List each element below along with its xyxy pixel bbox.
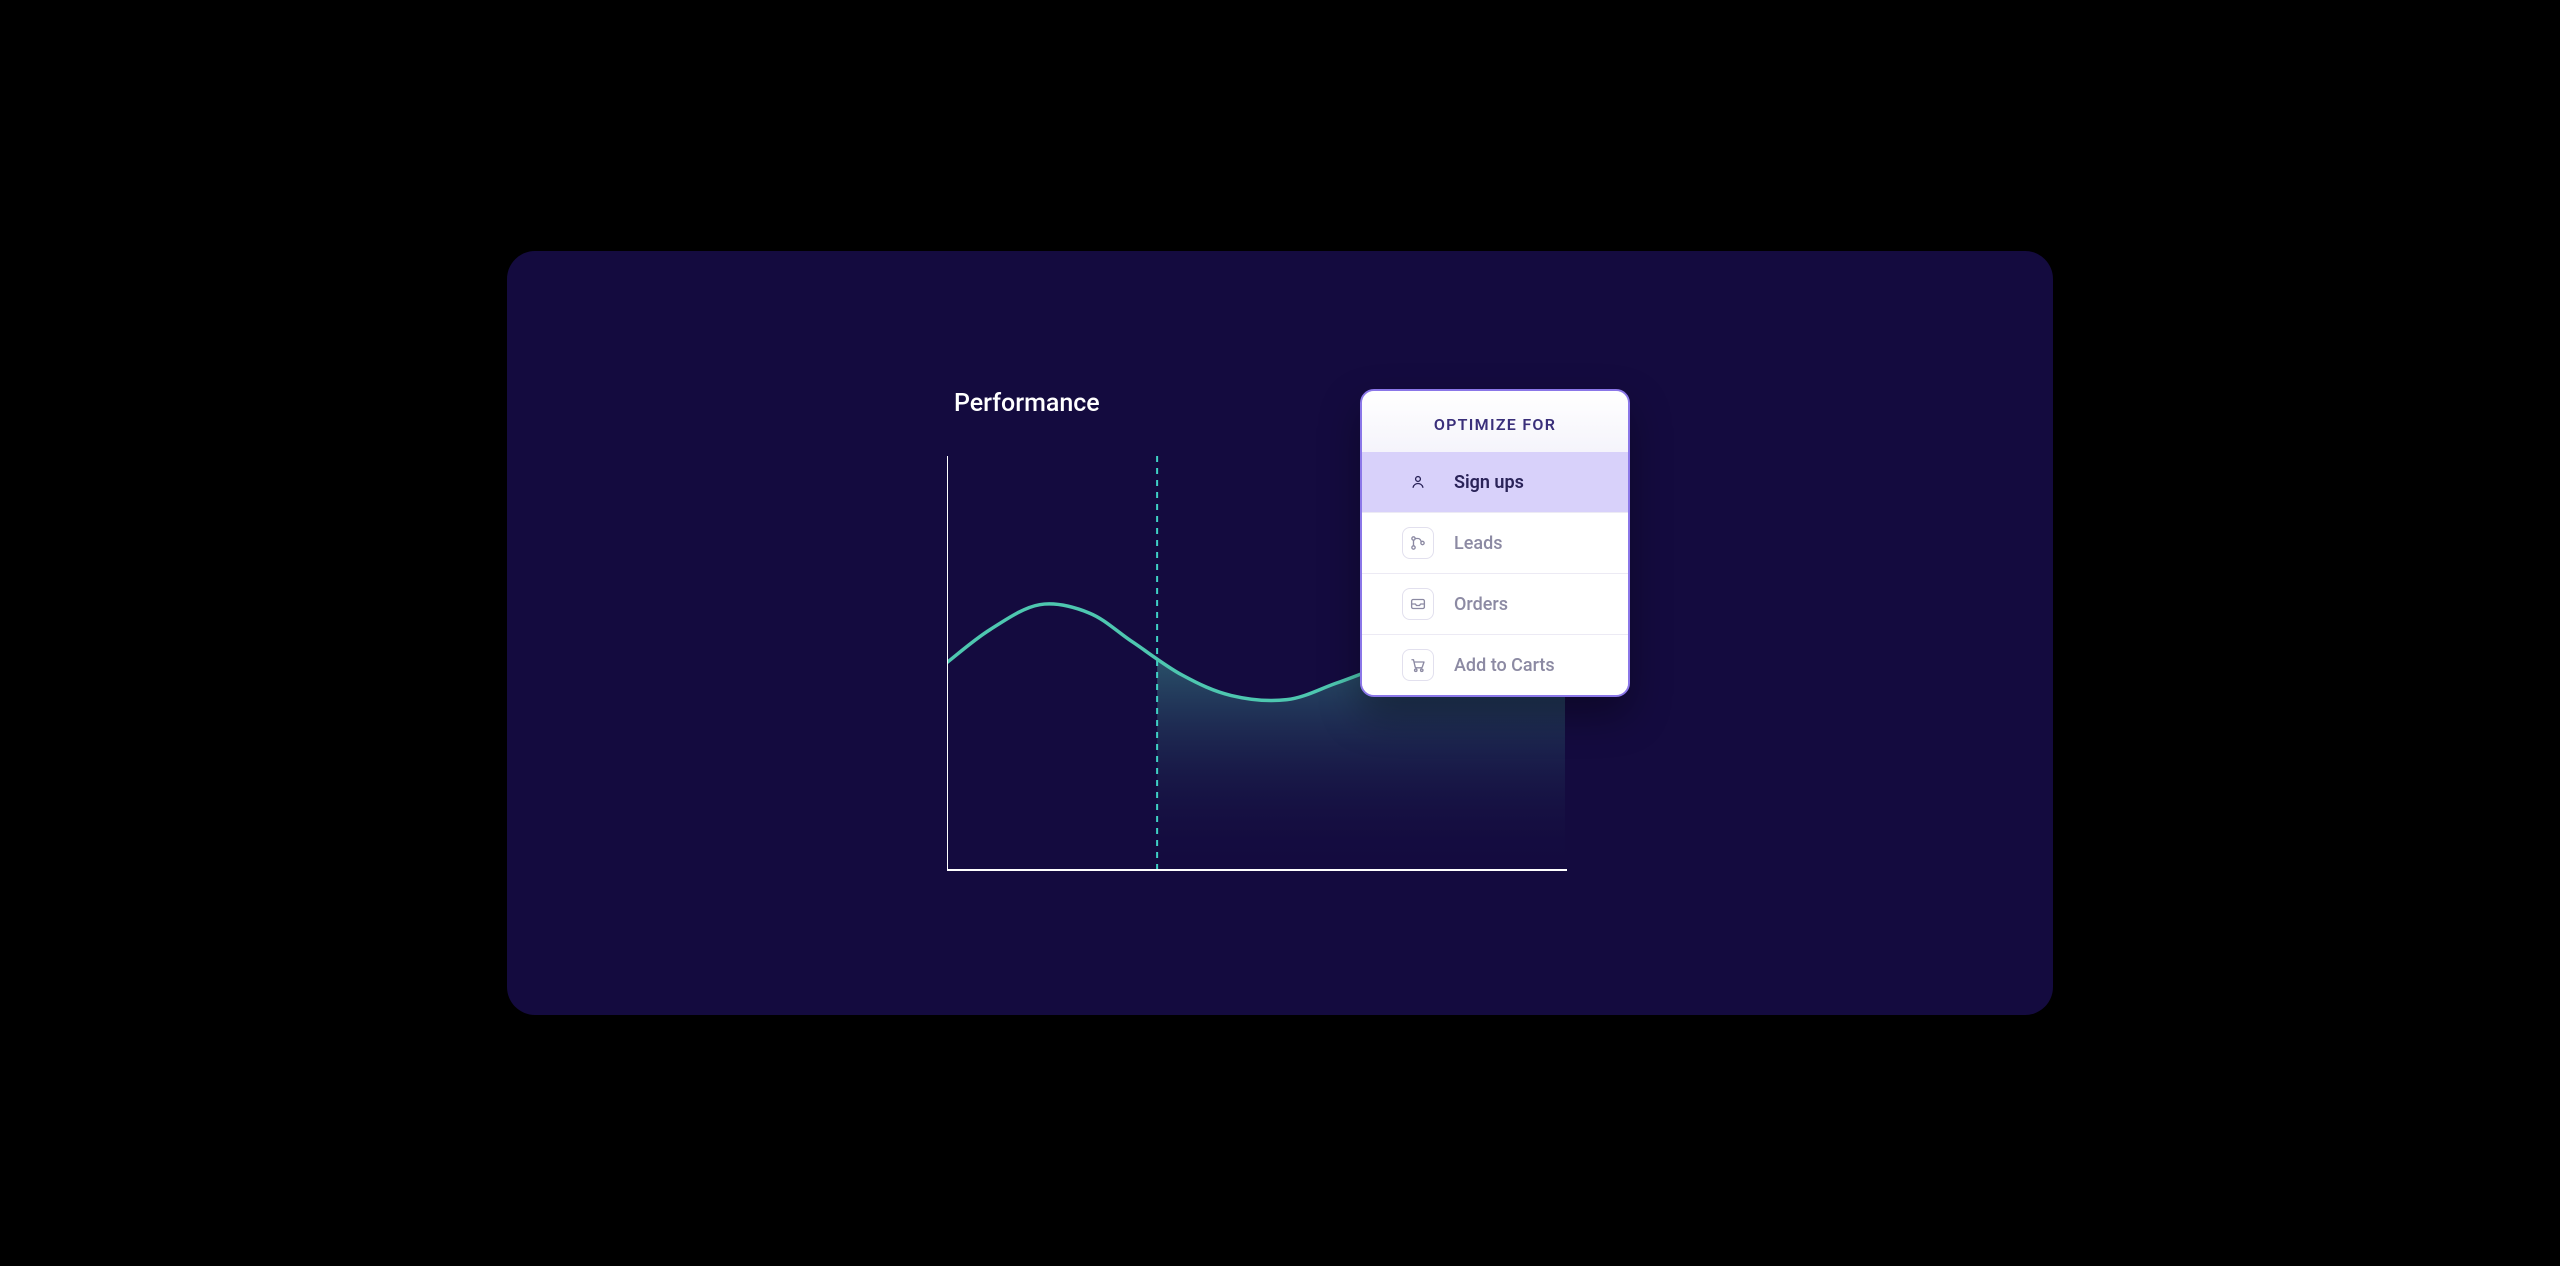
chart-title: Performance: [954, 389, 1100, 418]
optimize-option-orders[interactable]: Orders: [1362, 573, 1628, 634]
optimize-option-label: Orders: [1454, 594, 1508, 615]
optimize-option-leads[interactable]: Leads: [1362, 512, 1628, 573]
optimize-menu-items: Sign ups Leads Orders Add to Carts: [1362, 452, 1628, 695]
optimize-menu-header: OPTIMIZE FOR: [1362, 391, 1628, 452]
optimize-option-sign-ups[interactable]: Sign ups: [1362, 452, 1628, 512]
inbox-icon: [1402, 588, 1434, 620]
optimize-option-label: Add to Carts: [1454, 655, 1555, 676]
optimize-option-add-to-carts[interactable]: Add to Carts: [1362, 634, 1628, 695]
user-icon: [1402, 466, 1434, 498]
optimize-menu: OPTIMIZE FOR Sign ups Leads Orders Add to C…: [1360, 389, 1630, 697]
optimize-option-label: Sign ups: [1454, 472, 1524, 493]
performance-card: Performance OPTIMIZE FOR Sign ups Leads Or…: [507, 251, 2053, 1015]
optimize-option-label: Leads: [1454, 533, 1502, 554]
branch-icon: [1402, 527, 1434, 559]
cart-icon: [1402, 649, 1434, 681]
